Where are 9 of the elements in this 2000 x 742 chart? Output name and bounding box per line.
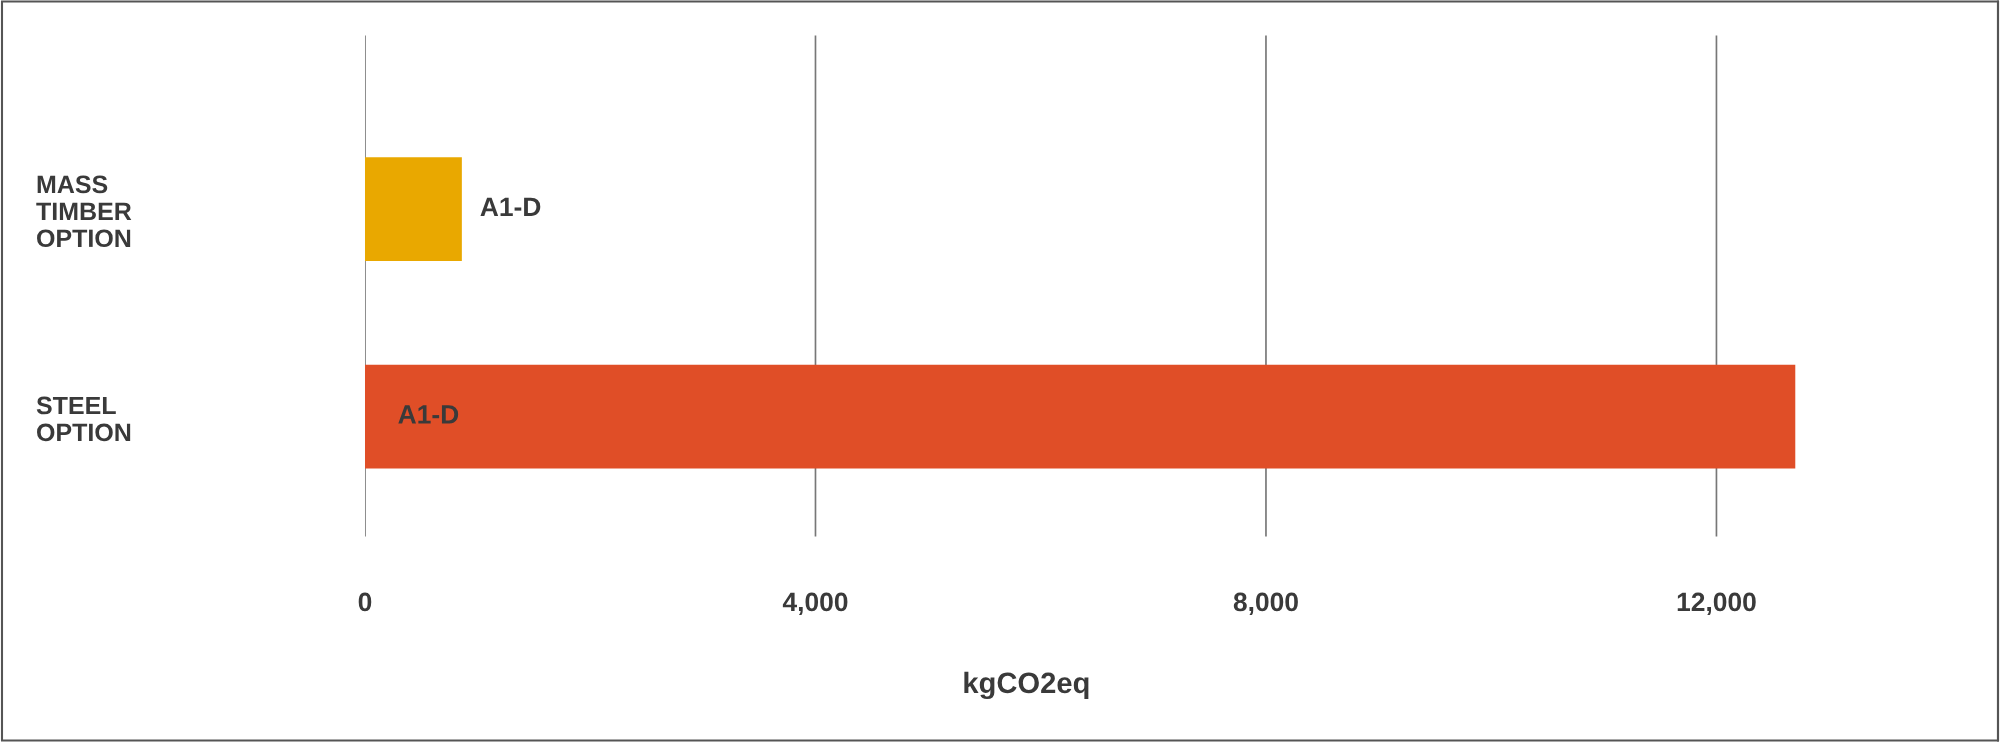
x-tick-label: 8,000	[1233, 592, 1298, 616]
annotation: A1-D	[398, 405, 459, 424]
annotation: A1-D	[480, 197, 541, 216]
y-tick-label: MASS TIMBER OPTION	[36, 175, 132, 248]
x-axis-title: kgCO2eq	[964, 671, 1089, 700]
y-tick-label: STEEL OPTION	[36, 396, 131, 442]
x-tick-label: 12,000	[1677, 592, 1756, 616]
x-tick-label: 0	[358, 592, 372, 612]
x-tick-label: 4,000	[782, 592, 848, 616]
